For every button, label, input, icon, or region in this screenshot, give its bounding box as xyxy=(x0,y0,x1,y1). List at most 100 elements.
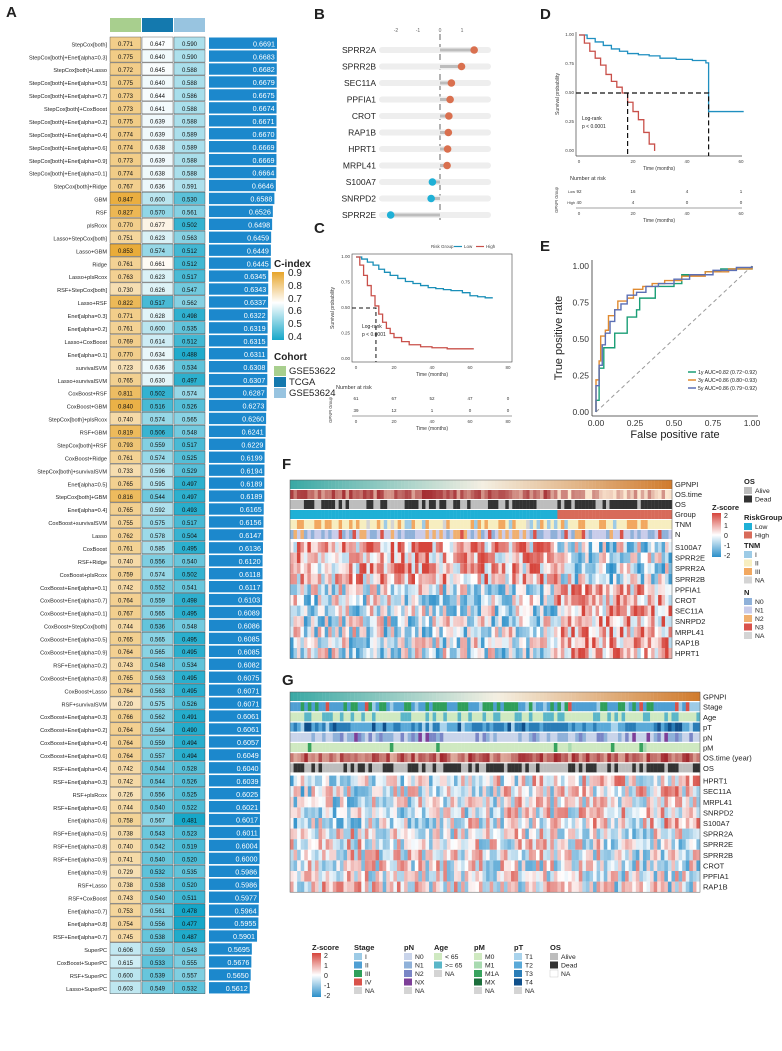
track-cell xyxy=(411,712,415,722)
mean-bar xyxy=(209,503,264,515)
expression-cell xyxy=(618,860,622,871)
track-cell xyxy=(418,520,423,529)
expression-cell xyxy=(658,648,662,659)
expression-cell xyxy=(324,552,329,564)
track-cell xyxy=(496,712,501,722)
cindex-value: 0.743 xyxy=(118,663,134,669)
track-cell xyxy=(368,692,373,701)
track-cell xyxy=(368,722,373,732)
expression-cell xyxy=(369,616,374,627)
track-cell xyxy=(593,712,597,722)
expression-cell xyxy=(446,796,451,808)
track-cell xyxy=(526,530,530,539)
track-cell xyxy=(379,722,383,732)
track-label-TNM: TNM xyxy=(675,520,691,529)
expression-cell xyxy=(660,881,665,893)
cindex-value: 0.623 xyxy=(150,275,166,281)
track-cell xyxy=(471,743,476,752)
expression-cell xyxy=(539,871,544,882)
expression-cell xyxy=(376,616,381,627)
expression-cell xyxy=(557,818,562,829)
expression-cell xyxy=(336,807,341,818)
expression-cell xyxy=(359,637,364,648)
expression-cell xyxy=(567,563,572,574)
track-cell xyxy=(578,510,582,519)
expression-cell xyxy=(293,605,298,617)
expression-cell xyxy=(359,626,364,638)
track-cell xyxy=(514,743,519,752)
expression-cell xyxy=(553,796,558,808)
expression-cell xyxy=(486,818,490,829)
track-cell xyxy=(650,753,654,763)
expression-cell xyxy=(515,637,520,648)
expression-cell xyxy=(596,828,601,840)
track-cell xyxy=(354,692,358,701)
track-cell xyxy=(475,753,480,763)
cindex-value: 0.565 xyxy=(182,417,198,423)
track-cell xyxy=(635,763,640,773)
track-cell xyxy=(657,743,661,752)
track-cell xyxy=(575,722,579,732)
expression-cell xyxy=(692,818,697,829)
method-label: StepCox[both]+Enet[alpha=0.1] xyxy=(29,172,108,178)
expression-cell xyxy=(400,881,405,893)
expression-cell xyxy=(578,775,583,787)
expression-cell xyxy=(560,849,565,861)
track-cell xyxy=(338,480,343,489)
expression-cell xyxy=(578,860,583,871)
expression-cell xyxy=(657,818,661,829)
expression-cell xyxy=(425,828,430,840)
track-cell xyxy=(471,732,476,742)
track-cell xyxy=(321,480,325,489)
expression-cell xyxy=(661,595,666,606)
mean-cindex-value: 0.6085 xyxy=(238,647,260,656)
expression-cell xyxy=(404,796,408,808)
expression-cell xyxy=(418,616,423,627)
expression-cell xyxy=(376,552,381,564)
track-cell xyxy=(600,722,604,732)
track-cell xyxy=(414,732,419,742)
method-label: RSF xyxy=(96,211,108,217)
expression-cell xyxy=(415,605,419,617)
expression-cell xyxy=(435,542,440,553)
expression-cell xyxy=(456,563,461,574)
cohort-header-GSE53624 xyxy=(174,18,205,32)
expression-cell xyxy=(304,796,309,808)
expression-cell xyxy=(331,584,336,595)
track-cell xyxy=(557,702,562,712)
mean-bar xyxy=(209,464,265,476)
expression-cell xyxy=(428,626,433,638)
expression-cell xyxy=(324,605,329,617)
cindex-cell xyxy=(109,852,142,865)
expression-cell xyxy=(290,786,294,797)
track-cell xyxy=(425,520,430,529)
track-cell xyxy=(496,763,501,773)
expression-cell xyxy=(442,595,447,606)
cindex-cell xyxy=(173,334,206,347)
track-cell xyxy=(619,530,624,539)
expression-cell xyxy=(418,881,423,893)
track-cell xyxy=(518,692,522,701)
expression-cell xyxy=(514,871,519,882)
track-cell xyxy=(575,702,579,712)
expression-cell xyxy=(578,595,582,606)
expression-cell xyxy=(607,807,612,818)
expression-cell xyxy=(557,849,562,861)
expression-cell xyxy=(347,807,351,818)
expression-cell xyxy=(380,542,384,553)
track-cell xyxy=(665,480,669,489)
expression-cell xyxy=(432,573,437,585)
expression-cell xyxy=(380,584,384,595)
expression-cell xyxy=(482,786,487,797)
expression-cell xyxy=(568,839,572,850)
expression-cell xyxy=(332,818,337,829)
track-cell xyxy=(512,510,516,519)
expression-cell xyxy=(567,648,572,659)
expression-cell xyxy=(474,626,478,638)
expression-cell xyxy=(500,849,505,861)
expression-cell xyxy=(361,796,366,808)
expression-cell xyxy=(606,552,610,564)
expression-cell xyxy=(400,807,405,818)
track-cell xyxy=(407,732,412,742)
cindex-value: 0.548 xyxy=(182,624,198,630)
